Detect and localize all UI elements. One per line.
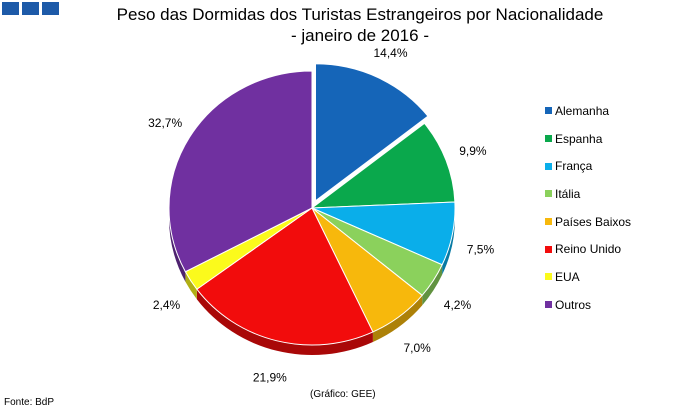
pie-label-outros: 32,7% xyxy=(148,116,182,130)
pie-slice-outros xyxy=(168,70,313,273)
pie-slice-espanha xyxy=(310,122,456,209)
legend-label: França xyxy=(555,159,593,174)
chart-source: Fonte: BdP xyxy=(4,397,55,408)
legend-swatch xyxy=(545,301,552,309)
legend-swatch xyxy=(545,135,552,143)
legend-label: EUA xyxy=(555,269,580,284)
legend-label: Espanha xyxy=(555,131,603,146)
chart-credit: (Gráfico: GEE) xyxy=(310,389,376,400)
pie-slice-reino-unido xyxy=(196,207,374,346)
logo-square-icon xyxy=(42,2,59,15)
legend-swatch xyxy=(545,107,552,115)
logo-square-icon xyxy=(22,2,39,15)
legend-label: Países Baixos xyxy=(555,214,632,229)
chart-subtitle: - janeiro de 2016 - xyxy=(291,26,429,45)
pie-label-reino-unido: 21,9% xyxy=(253,370,287,384)
pie-slice-side-paises-baixos xyxy=(372,295,423,342)
legend-label: Alemanha xyxy=(555,103,610,118)
legend-item-franca: França xyxy=(545,152,631,180)
logo xyxy=(2,2,59,15)
pie-label-paises-baixos: 7,0% xyxy=(403,341,431,355)
pie-label-eua: 2,4% xyxy=(153,298,181,312)
legend-swatch xyxy=(545,218,552,226)
legend-item-eua: EUA xyxy=(545,263,631,291)
legend-swatch xyxy=(545,245,552,253)
legend-label: Itália xyxy=(555,186,581,201)
legend: Alemanha Espanha França Itália Países Baixos… xyxy=(545,97,631,319)
legend-swatch xyxy=(545,273,552,281)
pie-label-espanha: 9,9% xyxy=(459,144,487,158)
legend-swatch xyxy=(545,190,552,198)
legend-item-espanha: Espanha xyxy=(545,125,631,153)
pie-slice-side-outros xyxy=(169,208,186,282)
legend-label: Reino Unido xyxy=(555,242,622,257)
logo-square-icon xyxy=(2,2,19,15)
legend-item-alemanha: Alemanha xyxy=(545,97,631,125)
chart-title: Peso das Dormidas dos Turistas Estrangei… xyxy=(116,5,604,24)
pie-label-italia: 4,2% xyxy=(444,298,472,312)
legend-item-outros: Outros xyxy=(545,291,631,319)
legend-item-italia: Itália xyxy=(545,180,631,208)
legend-item-paises-baixos: Países Baixos xyxy=(545,208,631,236)
pie-slice-side-eua xyxy=(185,271,197,300)
legend-label: Outros xyxy=(555,297,592,312)
pie-label-franca: 7,5% xyxy=(467,242,495,256)
legend-swatch xyxy=(545,162,552,170)
chart-title-block: Peso das Dormidas dos Turistas Estrangei… xyxy=(40,4,680,46)
legend-item-reino-unido: Reino Unido xyxy=(545,235,631,263)
pie-label-alemanha: 14,4% xyxy=(373,46,407,60)
pie-slice-alemanha xyxy=(314,63,429,202)
